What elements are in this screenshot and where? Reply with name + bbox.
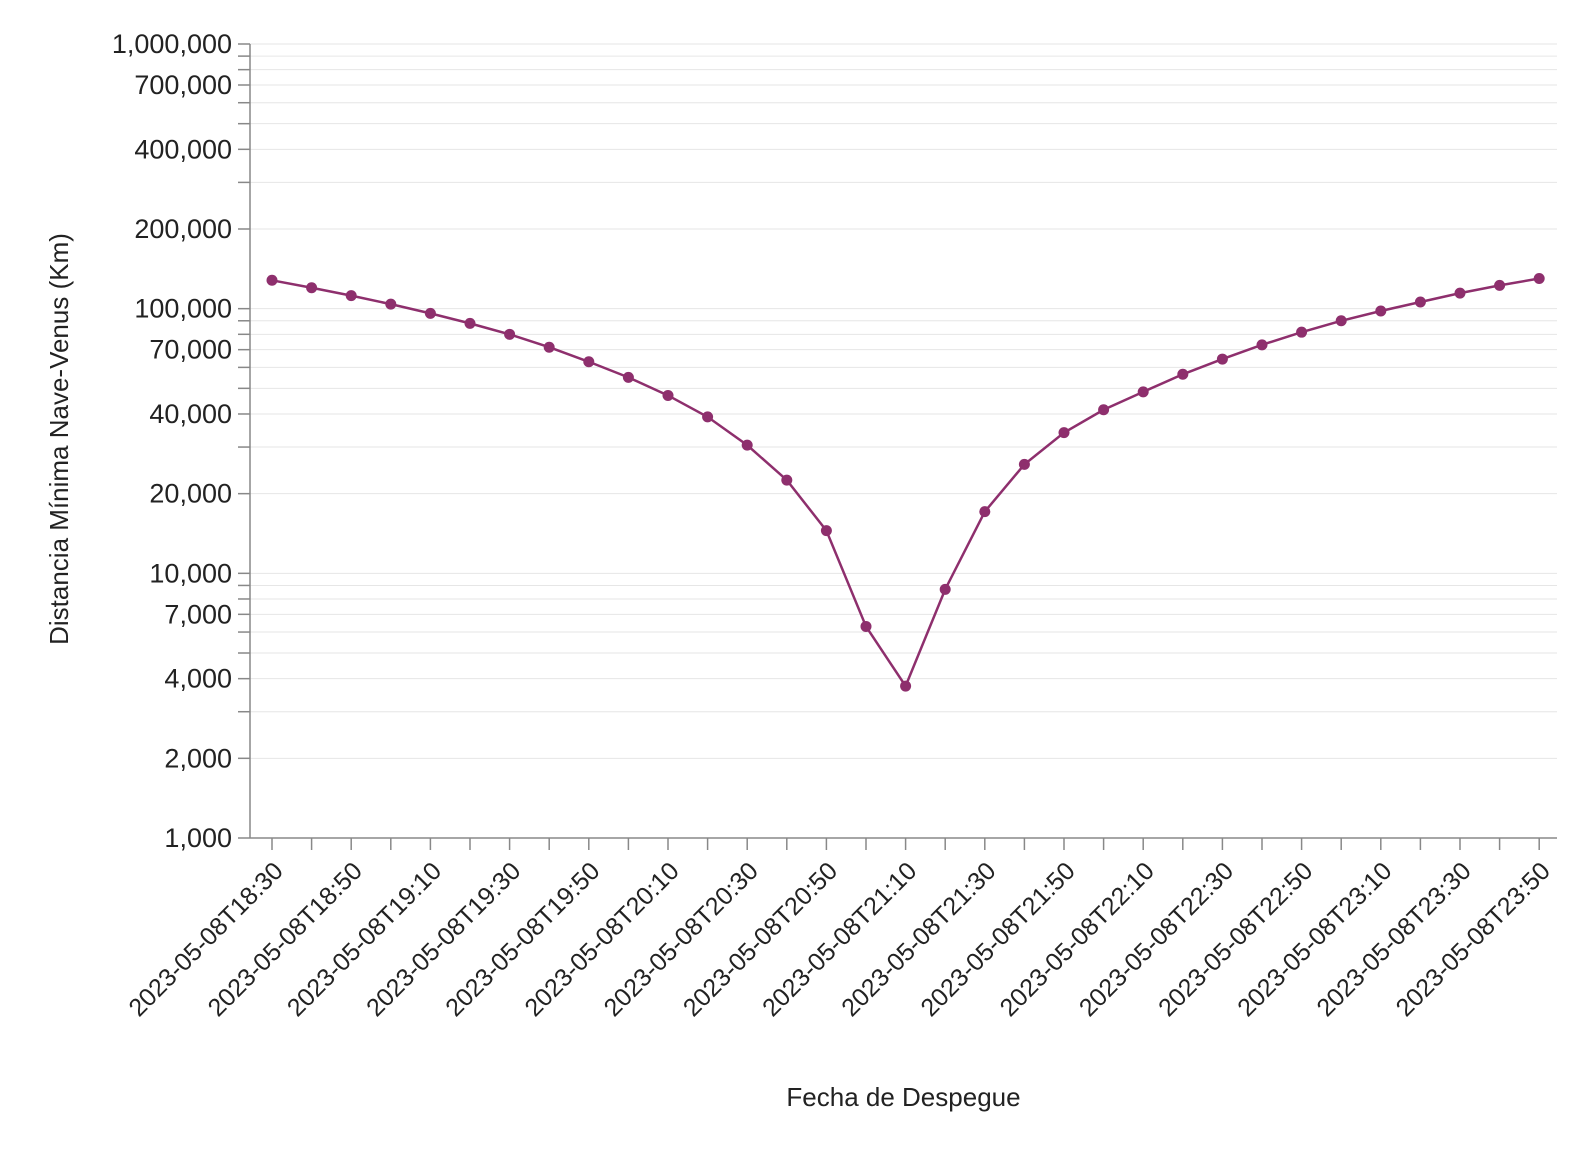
data-point	[1414, 296, 1426, 308]
data-point	[781, 474, 793, 486]
data-point	[662, 389, 674, 401]
data-point	[504, 328, 516, 340]
data-point	[1494, 279, 1506, 291]
data-point	[583, 356, 595, 368]
x-tick-label: 2023-05-08T20:10	[519, 857, 684, 1022]
x-tick-label: 2023-05-08T22:30	[1074, 857, 1239, 1022]
data-point	[1454, 287, 1466, 299]
data-point	[1256, 339, 1268, 351]
data-point	[900, 680, 912, 692]
data-point	[1375, 305, 1387, 317]
y-tick-label: 100,000	[134, 294, 232, 324]
data-point	[939, 583, 951, 595]
x-tick-label: 2023-05-08T22:50	[1153, 857, 1318, 1022]
x-tick-label: 2023-05-08T20:50	[678, 857, 843, 1022]
y-tick-label: 1,000	[164, 823, 232, 853]
series	[266, 273, 1545, 692]
axes	[249, 44, 1557, 839]
x-tick-label: 2023-05-08T19:50	[440, 857, 605, 1022]
y-tick-label: 7,000	[164, 599, 232, 629]
x-tick-label: 2023-05-08T18:30	[123, 857, 288, 1022]
data-point	[1296, 326, 1308, 338]
x-tick-label: 2023-05-08T19:10	[282, 857, 447, 1022]
y-tick-label: 2,000	[164, 743, 232, 773]
y-axis-ticks: 1,000 2,000 4,000 7,000 10,000 20,000 40,000 70…	[112, 29, 250, 853]
data-point	[543, 341, 555, 353]
data-point	[464, 317, 476, 329]
x-tick-label: 2023-05-08T23:30	[1311, 857, 1476, 1022]
x-tick-label: 2023-05-08T23:50	[1391, 857, 1556, 1022]
data-point	[306, 282, 318, 294]
x-tick-label: 2023-05-08T22:10	[995, 857, 1160, 1022]
data-point	[1137, 386, 1149, 398]
y-tick-label: 200,000	[134, 214, 232, 244]
data-point	[1058, 427, 1070, 439]
x-tick-label: 2023-05-08T21:30	[836, 857, 1001, 1022]
x-tick-label: 2023-05-08T18:50	[203, 857, 368, 1022]
x-tick-label: 2023-05-08T20:30	[599, 857, 764, 1022]
data-point	[1216, 353, 1228, 365]
data-point	[860, 620, 872, 632]
data-point	[1018, 458, 1030, 470]
y-tick-label: 700,000	[134, 70, 232, 100]
data-point	[1533, 273, 1545, 285]
y-tick-label: 10,000	[149, 558, 232, 588]
data-point	[702, 411, 714, 423]
grid-lines	[250, 43, 1557, 839]
y-tick-label: 40,000	[149, 399, 232, 429]
y-tick-label: 1,000,000	[112, 29, 232, 59]
y-tick-label: 400,000	[134, 134, 232, 164]
data-point	[622, 371, 634, 383]
y-axis-title: Distancia Mínima Nave-Venus (Km)	[44, 233, 74, 645]
x-tick-label: 2023-05-08T19:30	[361, 857, 526, 1022]
x-tick-label: 2023-05-08T21:50	[915, 857, 1080, 1022]
data-point	[1177, 368, 1189, 380]
data-point	[1335, 315, 1347, 327]
series-line	[271, 277, 1540, 689]
data-point	[741, 439, 753, 451]
y-tick-label: 20,000	[149, 479, 232, 509]
x-axis-title: Fecha de Despegue	[786, 1082, 1020, 1112]
data-point	[385, 298, 397, 310]
x-tick-label: 2023-05-08T23:10	[1232, 857, 1397, 1022]
data-point	[1098, 404, 1110, 416]
data-point	[266, 274, 278, 286]
x-tick-label: 2023-05-08T21:10	[757, 857, 922, 1022]
data-point	[979, 506, 991, 518]
y-tick-label: 70,000	[149, 335, 232, 365]
y-tick-label: 4,000	[164, 664, 232, 694]
x-axis-ticks: 2023-05-08T18:302023-05-08T18:502023-05-…	[123, 838, 1556, 1022]
data-point	[820, 525, 832, 537]
data-point	[345, 290, 357, 302]
data-point	[424, 307, 436, 319]
